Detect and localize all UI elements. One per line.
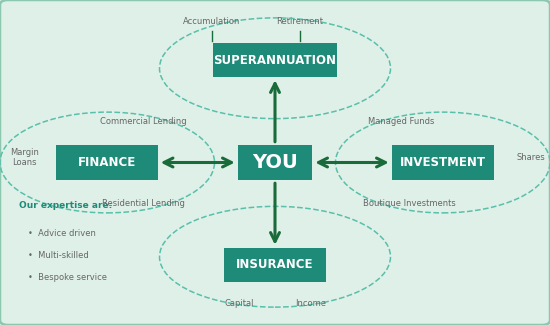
FancyBboxPatch shape [238, 146, 312, 179]
Text: INVESTMENT: INVESTMENT [400, 156, 486, 169]
Text: FINANCE: FINANCE [78, 156, 136, 169]
Text: •  Bespoke service: • Bespoke service [28, 273, 107, 282]
Text: Margin
Loans: Margin Loans [10, 148, 39, 167]
Text: •  Advice driven: • Advice driven [28, 229, 95, 238]
Text: INSURANCE: INSURANCE [236, 258, 314, 271]
Text: SUPERANNUATION: SUPERANNUATION [213, 54, 337, 67]
FancyBboxPatch shape [213, 43, 337, 77]
Text: Commercial Lending: Commercial Lending [100, 117, 186, 126]
FancyBboxPatch shape [392, 146, 494, 179]
Text: Income: Income [295, 299, 326, 308]
Text: Capital: Capital [224, 299, 254, 308]
FancyBboxPatch shape [224, 248, 326, 282]
FancyBboxPatch shape [57, 146, 158, 179]
Text: Accumulation: Accumulation [183, 17, 240, 26]
Text: Residential Lending: Residential Lending [102, 199, 184, 208]
Text: Shares: Shares [516, 153, 545, 162]
Text: YOU: YOU [252, 153, 298, 172]
Text: Managed Funds: Managed Funds [368, 117, 434, 126]
Text: •  Multi-skilled: • Multi-skilled [28, 251, 88, 260]
Text: Our expertise are:: Our expertise are: [19, 202, 113, 211]
Text: Boutique Investments: Boutique Investments [364, 199, 456, 208]
Text: Retirement: Retirement [276, 17, 323, 26]
